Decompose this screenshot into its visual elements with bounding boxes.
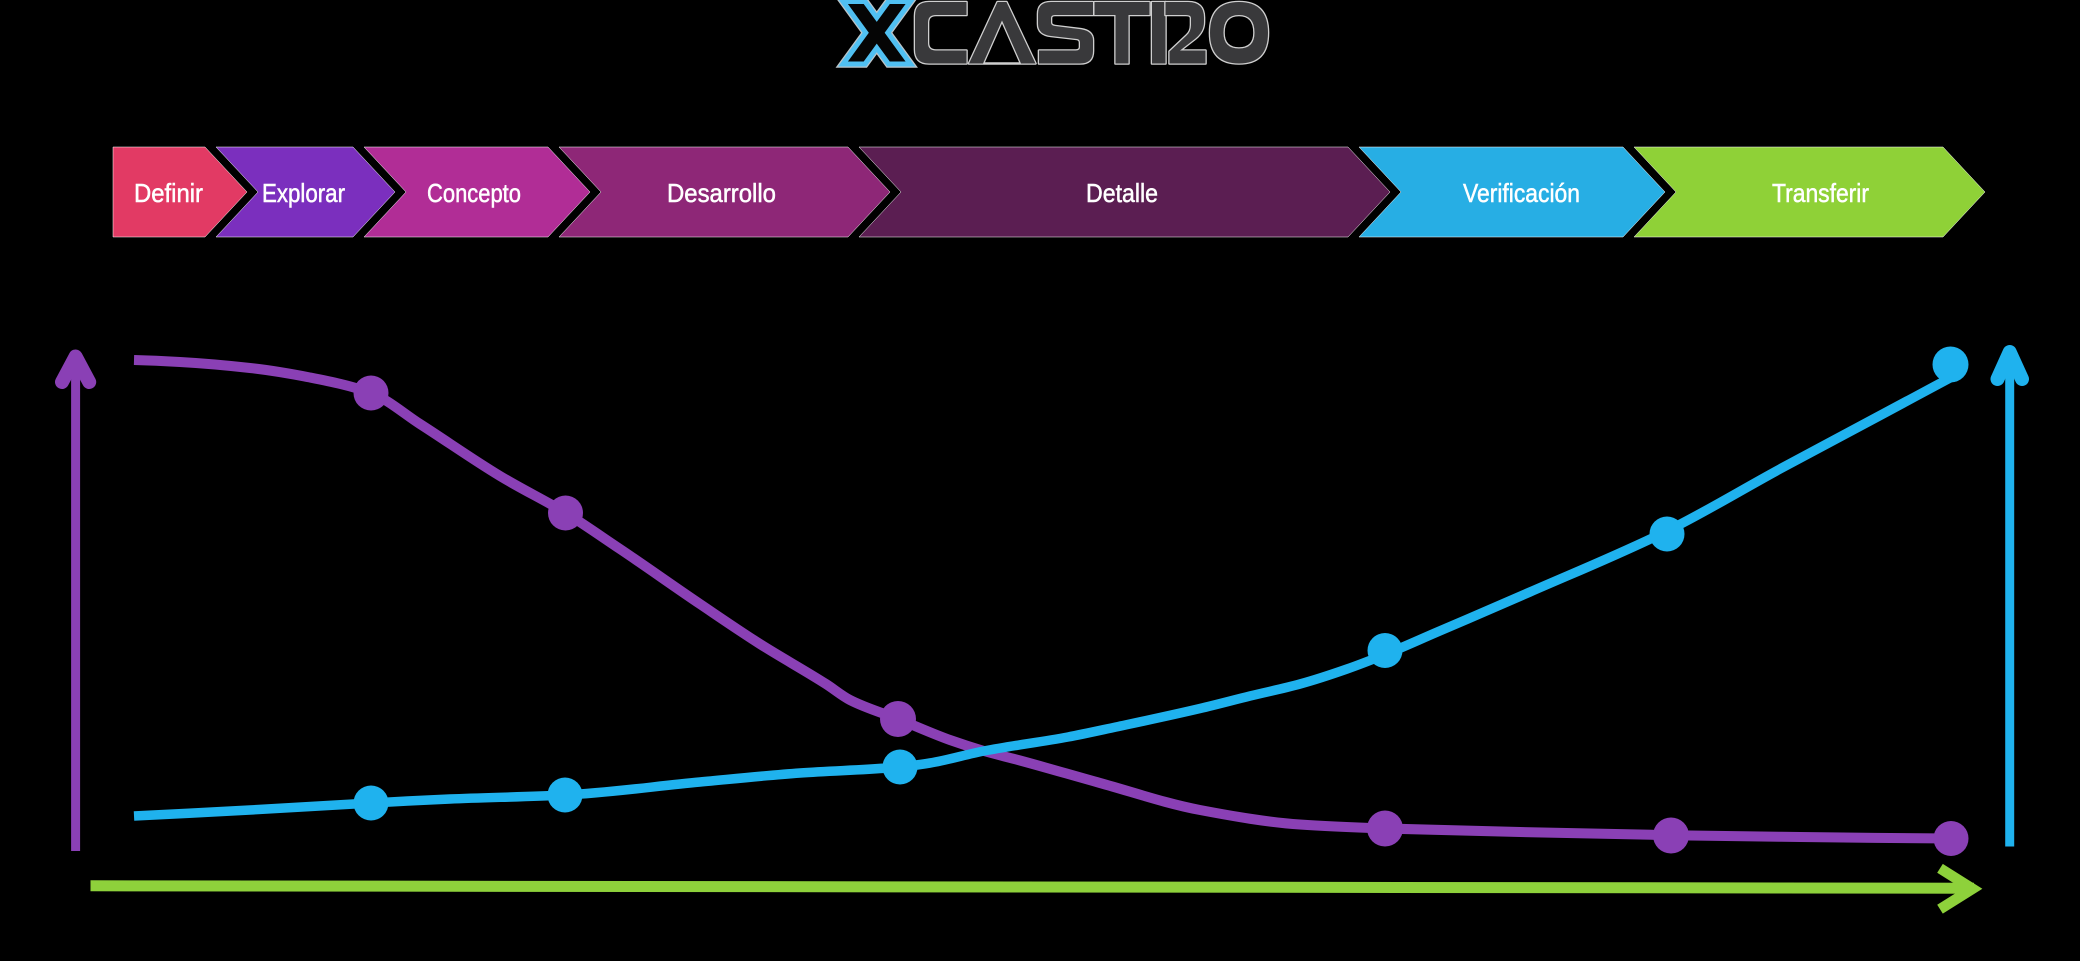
svg-text:Explorar: Explorar bbox=[262, 178, 345, 208]
svg-text:Desarrollo: Desarrollo bbox=[667, 178, 776, 208]
svg-text:Transferir: Transferir bbox=[1772, 178, 1869, 208]
svg-text:Detalle: Detalle bbox=[1086, 178, 1158, 208]
svg-text:Definir: Definir bbox=[134, 178, 203, 208]
svg-text:Concepto: Concepto bbox=[427, 178, 521, 208]
svg-text:Verificación: Verificación bbox=[1463, 178, 1580, 208]
